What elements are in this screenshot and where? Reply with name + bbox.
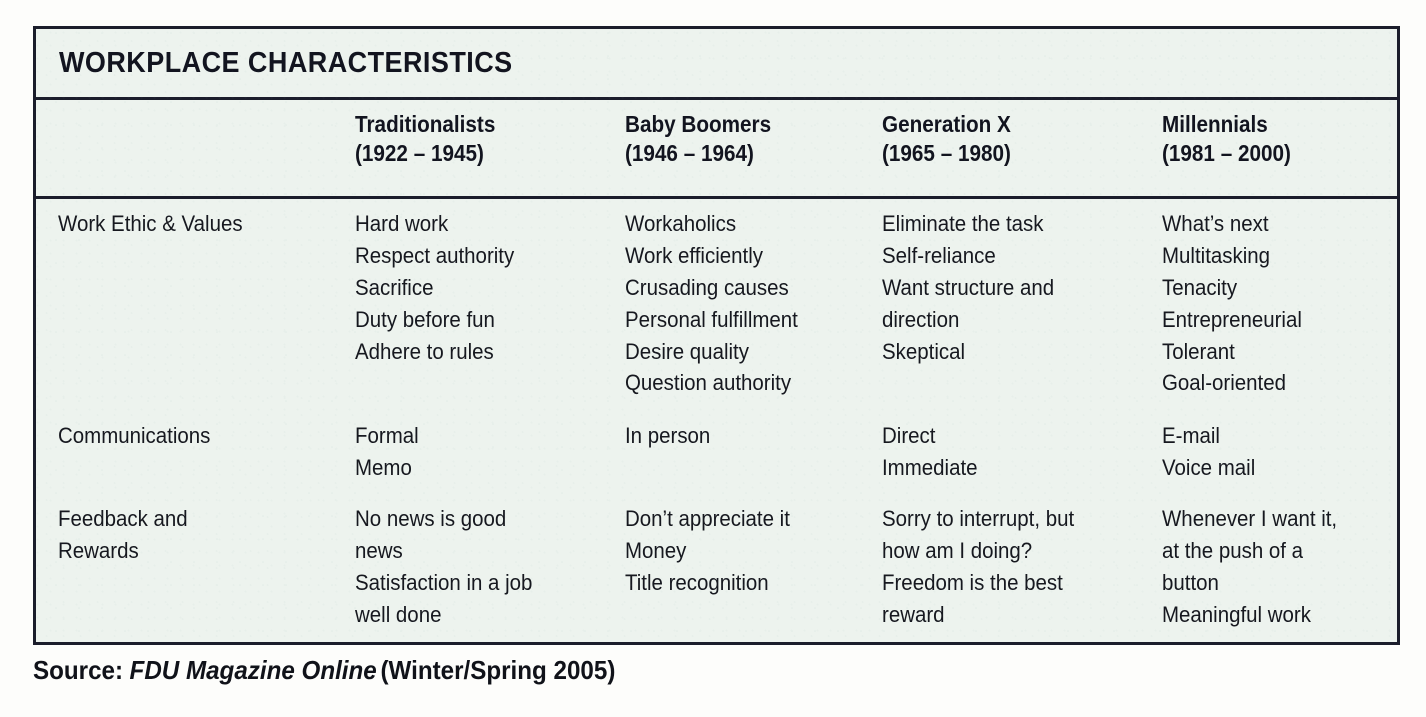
cell-text: Whenever I want it, at the push of a but… [1162,506,1338,627]
header-name-generation-x: Generation X [882,111,1011,137]
table-row: Communications Formal Memo In person Dir… [36,410,1397,495]
header-cell-baby-boomers: Baby Boomers (1946 – 1964) [603,98,860,199]
cell-text: What’s next Multitasking Tenacity Entrep… [1162,211,1302,396]
cell-communications-millennials: E-mail Voice mail [1140,410,1397,495]
header-years-generation-x: (1965 – 1980) [882,140,1011,167]
comparison-table: WORKPLACE CHARACTERISTICS Traditionalist… [36,29,1397,642]
cell-communications-generation-x: Direct Immediate [860,410,1140,495]
cell-text: In person [625,422,711,448]
header-name-baby-boomers: Baby Boomers [625,111,772,137]
header-years-baby-boomers: (1946 – 1964) [625,140,754,167]
cell-communications-traditionalists: Formal Memo [333,410,603,495]
cell-text: No news is good news Satisfaction in a j… [355,506,533,627]
cell-feedback-millennials: Whenever I want it, at the push of a but… [1140,494,1397,642]
cell-work-ethic-generation-x: Eliminate the task Self-reliance Want st… [860,197,1140,411]
cell-text: Hard work Respect authority Sacrifice Du… [355,211,515,364]
source-prefix: Source: [33,655,124,685]
cell-work-ethic-baby-boomers: Workaholics Work efficiently Crusading c… [603,197,860,411]
table-row: Feedback and Rewards No news is good new… [36,494,1397,642]
cell-text: Direct Immediate [882,422,978,480]
row-label-feedback-rewards: Feedback and Rewards [36,494,333,642]
row-label-text: Communications [58,422,211,448]
header-cell-traditionalists: Traditionalists (1922 – 1945) [333,98,603,199]
cell-communications-baby-boomers: In person [603,410,860,495]
cell-work-ethic-millennials: What’s next Multitasking Tenacity Entrep… [1140,197,1397,411]
row-label-communications: Communications [36,410,333,495]
page-title: WORKPLACE CHARACTERISTICS [59,46,513,79]
cell-text: Eliminate the task Self-reliance Want st… [882,211,1055,364]
source-caption: Source: FDU Magazine Online (Winter/Spring… [33,655,615,686]
table-row: Work Ethic & Values Hard work Respect au… [36,197,1397,411]
header-name-millennials: Millennials [1162,111,1268,137]
cell-feedback-baby-boomers: Don’t appreciate it Money Title recognit… [603,494,860,642]
cell-text: Formal Memo [355,422,419,480]
source-issue: (Winter/Spring 2005) [380,655,616,685]
cell-text: Don’t appreciate it Money Title recognit… [625,506,790,596]
header-cell-blank [36,98,333,199]
table-title-cell: WORKPLACE CHARACTERISTICS [36,29,1397,100]
source-publication: FDU Magazine Online [129,655,377,685]
header-cell-millennials: Millennials (1981 – 2000) [1140,98,1397,199]
cell-work-ethic-traditionalists: Hard work Respect authority Sacrifice Du… [333,197,603,411]
cell-text: E-mail Voice mail [1162,422,1256,480]
header-years-traditionalists: (1922 – 1945) [355,140,484,167]
row-label-work-ethic: Work Ethic & Values [36,197,333,411]
cell-feedback-generation-x: Sorry to interrupt, but how am I doing? … [860,494,1140,642]
table-title-row: WORKPLACE CHARACTERISTICS [36,29,1397,100]
row-label-text: Feedback and Rewards [58,506,188,564]
row-label-text: Work Ethic & Values [58,211,243,236]
cell-text: Sorry to interrupt, but how am I doing? … [882,506,1075,627]
header-name-traditionalists: Traditionalists [355,111,496,137]
header-cell-generation-x: Generation X (1965 – 1980) [860,98,1140,199]
workplace-characteristics-table: WORKPLACE CHARACTERISTICS Traditionalist… [33,26,1400,645]
table-header-row: Traditionalists (1922 – 1945) Baby Boome… [36,98,1397,199]
cell-feedback-traditionalists: No news is good news Satisfaction in a j… [333,494,603,642]
cell-text: Workaholics Work efficiently Crusading c… [625,211,798,396]
header-years-millennials: (1981 – 2000) [1162,140,1291,167]
